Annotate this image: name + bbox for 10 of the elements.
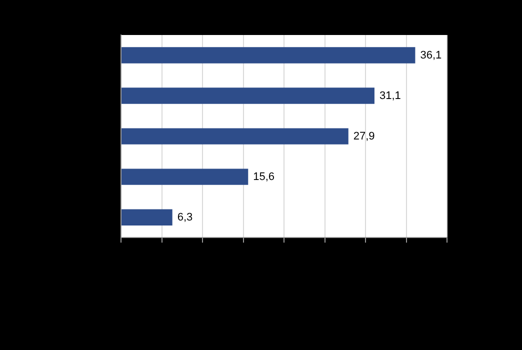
data-label: 6,3: [177, 211, 193, 224]
bar: [122, 47, 416, 64]
bar: [122, 209, 172, 226]
data-label: 15,6: [253, 170, 275, 183]
data-label: 27,9: [353, 130, 375, 142]
data-label: 36,1: [420, 49, 442, 62]
bar: [122, 168, 248, 185]
bar: [122, 88, 374, 104]
data-label: 31,1: [379, 90, 401, 102]
bar: [122, 128, 348, 144]
